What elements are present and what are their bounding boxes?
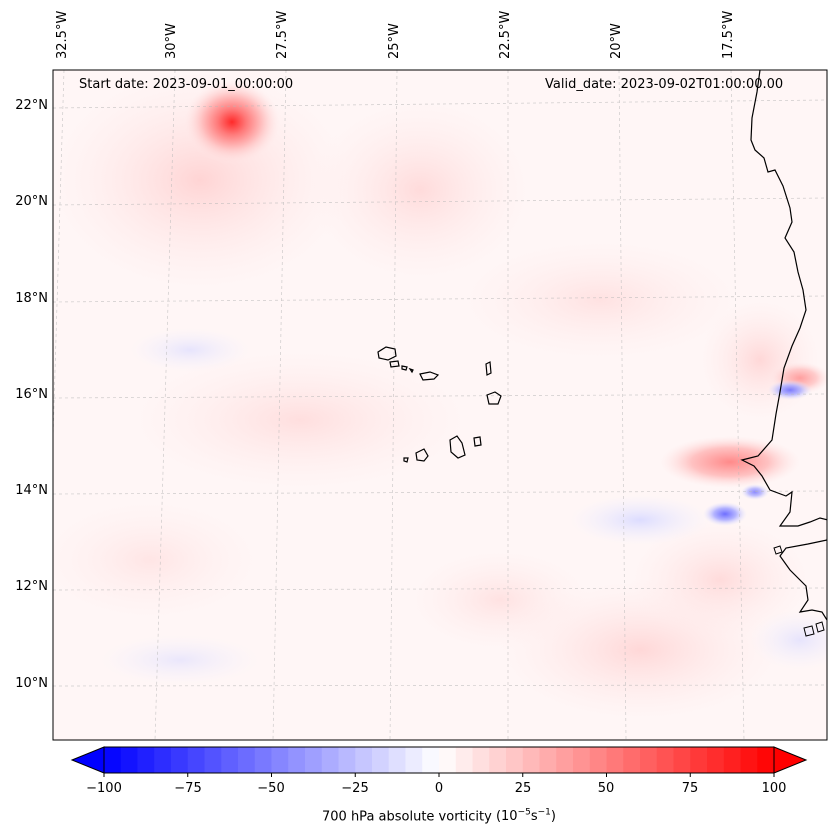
colorbar-segment — [338, 747, 356, 773]
colorbar-tick-label-minus-100: −100 — [86, 781, 122, 796]
lat-label-16n: 16°N — [15, 387, 48, 402]
colorbar-tick-label-50: 50 — [597, 781, 615, 796]
colorbar-tick-label-0: 0 — [434, 781, 444, 796]
start-date-label: Start date: 2023-09-01_00:00:00 — [79, 77, 294, 92]
colorbar-units: (10−5s−1) — [495, 808, 556, 825]
map-frame — [52, 69, 828, 741]
colorbar-tick-label-100: 100 — [761, 781, 787, 796]
colorbar-segment — [137, 747, 155, 773]
colorbar-tick-label-minus-50: −50 — [257, 781, 285, 796]
graticule — [53, 70, 827, 740]
colorbar-tick-label-minus-25: −25 — [341, 781, 369, 796]
colorbar-segment — [238, 747, 256, 773]
colorbar-segment — [623, 747, 641, 773]
colorbar-field-name: 700 hPa absolute vorticity — [322, 809, 492, 825]
colorbar-segment — [305, 747, 323, 773]
colorbar-segment — [321, 747, 340, 773]
colorbar-segment — [221, 747, 239, 773]
colorbar-segment — [589, 747, 608, 773]
colorbar-segment — [104, 747, 122, 773]
colorbar — [70, 746, 808, 777]
lat-label-20n: 20°N — [15, 194, 48, 209]
lat-label-12n: 12°N — [15, 579, 48, 594]
lat-label-14n: 14°N — [15, 483, 48, 498]
lat-label-22n: 22°N — [15, 98, 48, 113]
colorbar-segment — [422, 747, 440, 773]
lat-label-18n: 18°N — [15, 291, 48, 306]
colorbar-segment — [154, 747, 172, 773]
colorbar-segment — [673, 747, 691, 773]
colorbar-ticks — [103, 773, 775, 777]
colorbar-segment — [120, 747, 139, 773]
colorbar-segment — [656, 747, 675, 773]
colorbar-extend-min-arrow — [70, 746, 105, 774]
colorbar-segment — [723, 747, 742, 773]
colorbar-segment — [288, 747, 306, 773]
colorbar-segment — [439, 747, 457, 773]
colorbar-segments — [104, 747, 775, 773]
colorbar-segment — [606, 747, 624, 773]
colorbar-segment — [757, 747, 775, 773]
colorbar-segment — [254, 747, 273, 773]
colorbar-segment — [690, 747, 708, 773]
colorbar-segment — [472, 747, 490, 773]
colorbar-title: 700 hPa absolute vorticity (10−5s−1) — [0, 808, 837, 824]
colorbar-segment — [707, 747, 725, 773]
colorbar-segment — [539, 747, 557, 773]
colorbar-extend-max-arrow — [773, 746, 808, 774]
vorticity-field — [53, 70, 827, 740]
cape-verde-islands — [377, 346, 502, 463]
colorbar-segment — [455, 747, 474, 773]
lat-label-10n: 10°N — [15, 676, 48, 691]
colorbar-segment — [506, 747, 524, 773]
colorbar-tick-label-75: 75 — [681, 781, 699, 796]
colorbar-tick-label-25: 25 — [514, 781, 532, 796]
colorbar-segment — [405, 747, 423, 773]
colorbar-segment — [388, 747, 407, 773]
colorbar-segment — [573, 747, 591, 773]
colorbar-segment — [556, 747, 574, 773]
colorbar-segment — [489, 747, 507, 773]
colorbar-segment — [204, 747, 222, 773]
colorbar-segment — [372, 747, 390, 773]
colorbar-segment — [271, 747, 289, 773]
colorbar-segment — [355, 747, 373, 773]
colorbar-segment — [171, 747, 189, 773]
african-coastline — [740, 70, 827, 621]
colorbar-segment — [640, 747, 658, 773]
colorbar-segment — [187, 747, 206, 773]
valid-date-label: Valid_date: 2023-09-02T01:00:00.00 — [545, 77, 784, 92]
african-coast-islets — [773, 545, 825, 637]
colorbar-segment — [740, 747, 758, 773]
colorbar-segment — [522, 747, 541, 773]
colorbar-tick-label-minus-75: −75 — [174, 781, 202, 796]
